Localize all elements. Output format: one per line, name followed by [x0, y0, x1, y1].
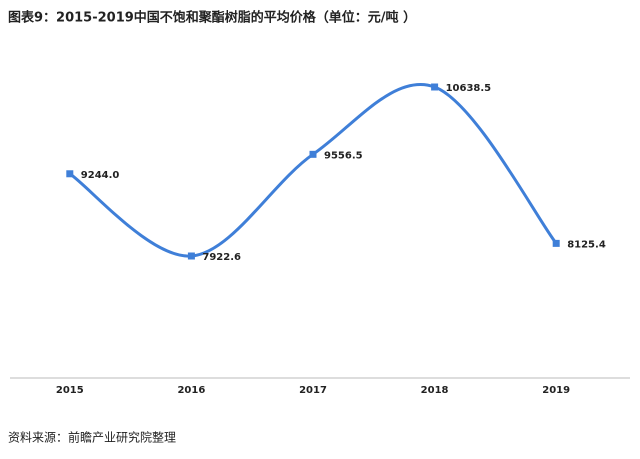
value-label: 9244.0	[81, 170, 120, 181]
marker	[187, 252, 195, 260]
line	[68, 83, 558, 258]
marker	[431, 83, 439, 91]
value-label: 9556.5	[324, 150, 363, 161]
chart-title: 图表9：2015-2019中国不饱和聚酯树脂的平均价格（单位：元/吨 ）	[8, 10, 416, 26]
marker	[66, 170, 74, 178]
x-tick-label: 2018	[421, 385, 449, 396]
value-label: 7922.6	[202, 252, 241, 263]
value-label: 8125.4	[567, 239, 606, 250]
x-tick-label: 2016	[177, 385, 205, 396]
x-tick-label: 2015	[56, 385, 84, 396]
x-tick-label: 2017	[299, 385, 327, 396]
marker	[309, 150, 317, 158]
marker	[552, 239, 560, 247]
source-note: 资料来源：前瞻产业研究院整理	[8, 430, 176, 445]
x-tick-label: 2019	[542, 385, 570, 396]
value-label: 10638.5	[446, 83, 492, 94]
